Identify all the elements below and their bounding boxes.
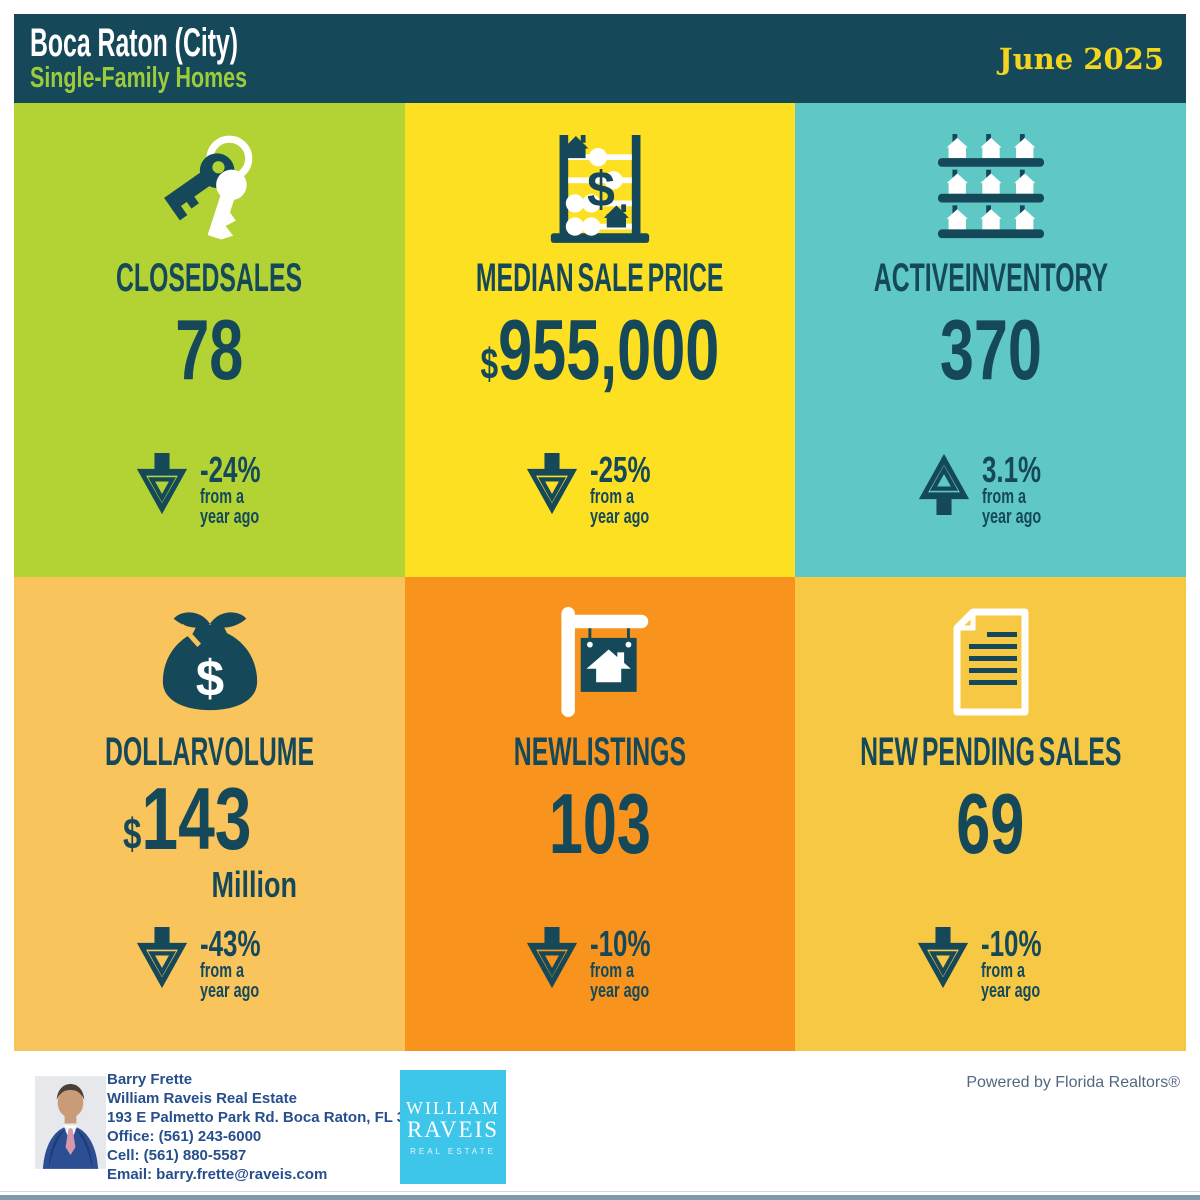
bottom-accent-strip (0, 1195, 1200, 1200)
header-titles: Boca Raton (City) Single-Family Homes (30, 23, 366, 94)
william-raveis-logo: WILLIAM RAVEIS REAL ESTATE (400, 1070, 506, 1184)
tile-title: ACTIVEINVENTORY (873, 256, 1108, 300)
agent-name: Barry Frette (107, 1071, 193, 1088)
change-text: -10% from a year ago (590, 923, 651, 1002)
change-percent: 3.1% (981, 449, 1041, 490)
tile-active-inventory: ACTIVEINVENTORY 370 3.1% from a year ago (795, 103, 1186, 577)
tile-closed-sales: CLOSEDSALES 78 -24% from a year ago (14, 103, 405, 577)
tile-value: $143 Million (122, 769, 297, 905)
down-arrow-icon (136, 927, 188, 989)
footer-divider (0, 1191, 1200, 1192)
down-arrow-icon (527, 453, 578, 515)
value-suffix: Million (210, 864, 297, 905)
tile-value: 103 (548, 777, 652, 872)
money-bag-icon: $ (151, 593, 269, 731)
svg-text:$: $ (587, 161, 615, 217)
change-text: -10% from a year ago (980, 923, 1042, 1002)
tile-value: 78 (175, 303, 244, 398)
dollar-prefix: $ (480, 340, 499, 389)
tile-title: MEDIAN SALE PRICE (476, 256, 724, 300)
header: Boca Raton (City) Single-Family Homes Ju… (14, 14, 1186, 103)
change-text: -43% from a year ago (199, 923, 261, 1002)
tile-title: DOLLARVOLUME (105, 730, 314, 774)
down-arrow-icon (917, 927, 969, 989)
footer: Barry Frette William Raveis Real Estate … (0, 1052, 1200, 1200)
tile-value: 69 (956, 777, 1025, 872)
page-subtitle: Single-Family Homes (30, 62, 248, 94)
keys-icon (153, 119, 267, 257)
stats-grid: CLOSEDSALES 78 -24% from a year ago (14, 103, 1186, 1051)
down-arrow-icon (136, 453, 188, 515)
change-indicator: -25% from a year ago (405, 449, 795, 528)
change-text: -25% from a year ago (590, 449, 651, 528)
tile-value: $955,000 (480, 303, 720, 398)
tile-title: CLOSEDSALES (116, 256, 303, 300)
tile-title: NEWLISTINGS (513, 730, 687, 774)
change-percent: -25% (590, 449, 651, 490)
agent-address: 193 E Palmetto Park Rd. Boca Raton, FL 3… (107, 1109, 439, 1126)
tile-title: NEW PENDING SALES (859, 730, 1122, 774)
page-title: Boca Raton (City) (30, 21, 239, 65)
tile-dollar-volume: $ DOLLARVOLUME $143 Million -43% (14, 577, 405, 1051)
agent-photo (35, 1076, 106, 1169)
change-indicator: -10% from a year ago (405, 923, 795, 1002)
report-date: June 2025 (998, 41, 1164, 76)
dollar-prefix: $ (122, 810, 141, 859)
change-indicator: -24% from a year ago (14, 449, 405, 528)
document-icon (941, 593, 1041, 731)
change-text: 3.1% from a year ago (981, 449, 1042, 528)
down-arrow-icon (527, 927, 578, 989)
change-percent: -43% (199, 923, 261, 964)
powered-by-text: Powered by Florida Realtors® (966, 1074, 1180, 1091)
agent-office-phone: Office: (561) 243-6000 (107, 1128, 262, 1145)
yard-sign-icon (546, 593, 654, 731)
change-indicator: 3.1% from a year ago (795, 449, 1186, 528)
tile-value: 370 (939, 303, 1042, 398)
agent-cell-phone: Cell: (561) 880-5587 (107, 1147, 247, 1164)
change-percent: -10% (980, 923, 1042, 964)
change-indicator: -10% from a year ago (795, 923, 1186, 1002)
agent-info: Barry Frette William Raveis Real Estate … (107, 1070, 439, 1184)
svg-text:$: $ (195, 649, 223, 706)
tile-new-listings: NEWLISTINGS 103 -10% from a year ago (405, 577, 795, 1051)
agent-company: William Raveis Real Estate (107, 1090, 297, 1107)
change-indicator: -43% from a year ago (14, 923, 405, 1002)
tile-median-sale-price: $ MEDIAN SALE PRICE $9 (405, 103, 795, 577)
change-percent: -10% (590, 923, 651, 964)
abacus-icon: $ (547, 119, 653, 257)
tile-new-pending-sales: NEW PENDING SALES 69 -10% from a year ag… (795, 577, 1186, 1051)
change-text: -24% from a year ago (199, 449, 261, 528)
house-inventory-icon (937, 119, 1044, 257)
up-arrow-icon (918, 453, 969, 515)
change-percent: -24% (199, 449, 261, 490)
agent-email: Email: barry.frette@raveis.com (107, 1166, 328, 1183)
